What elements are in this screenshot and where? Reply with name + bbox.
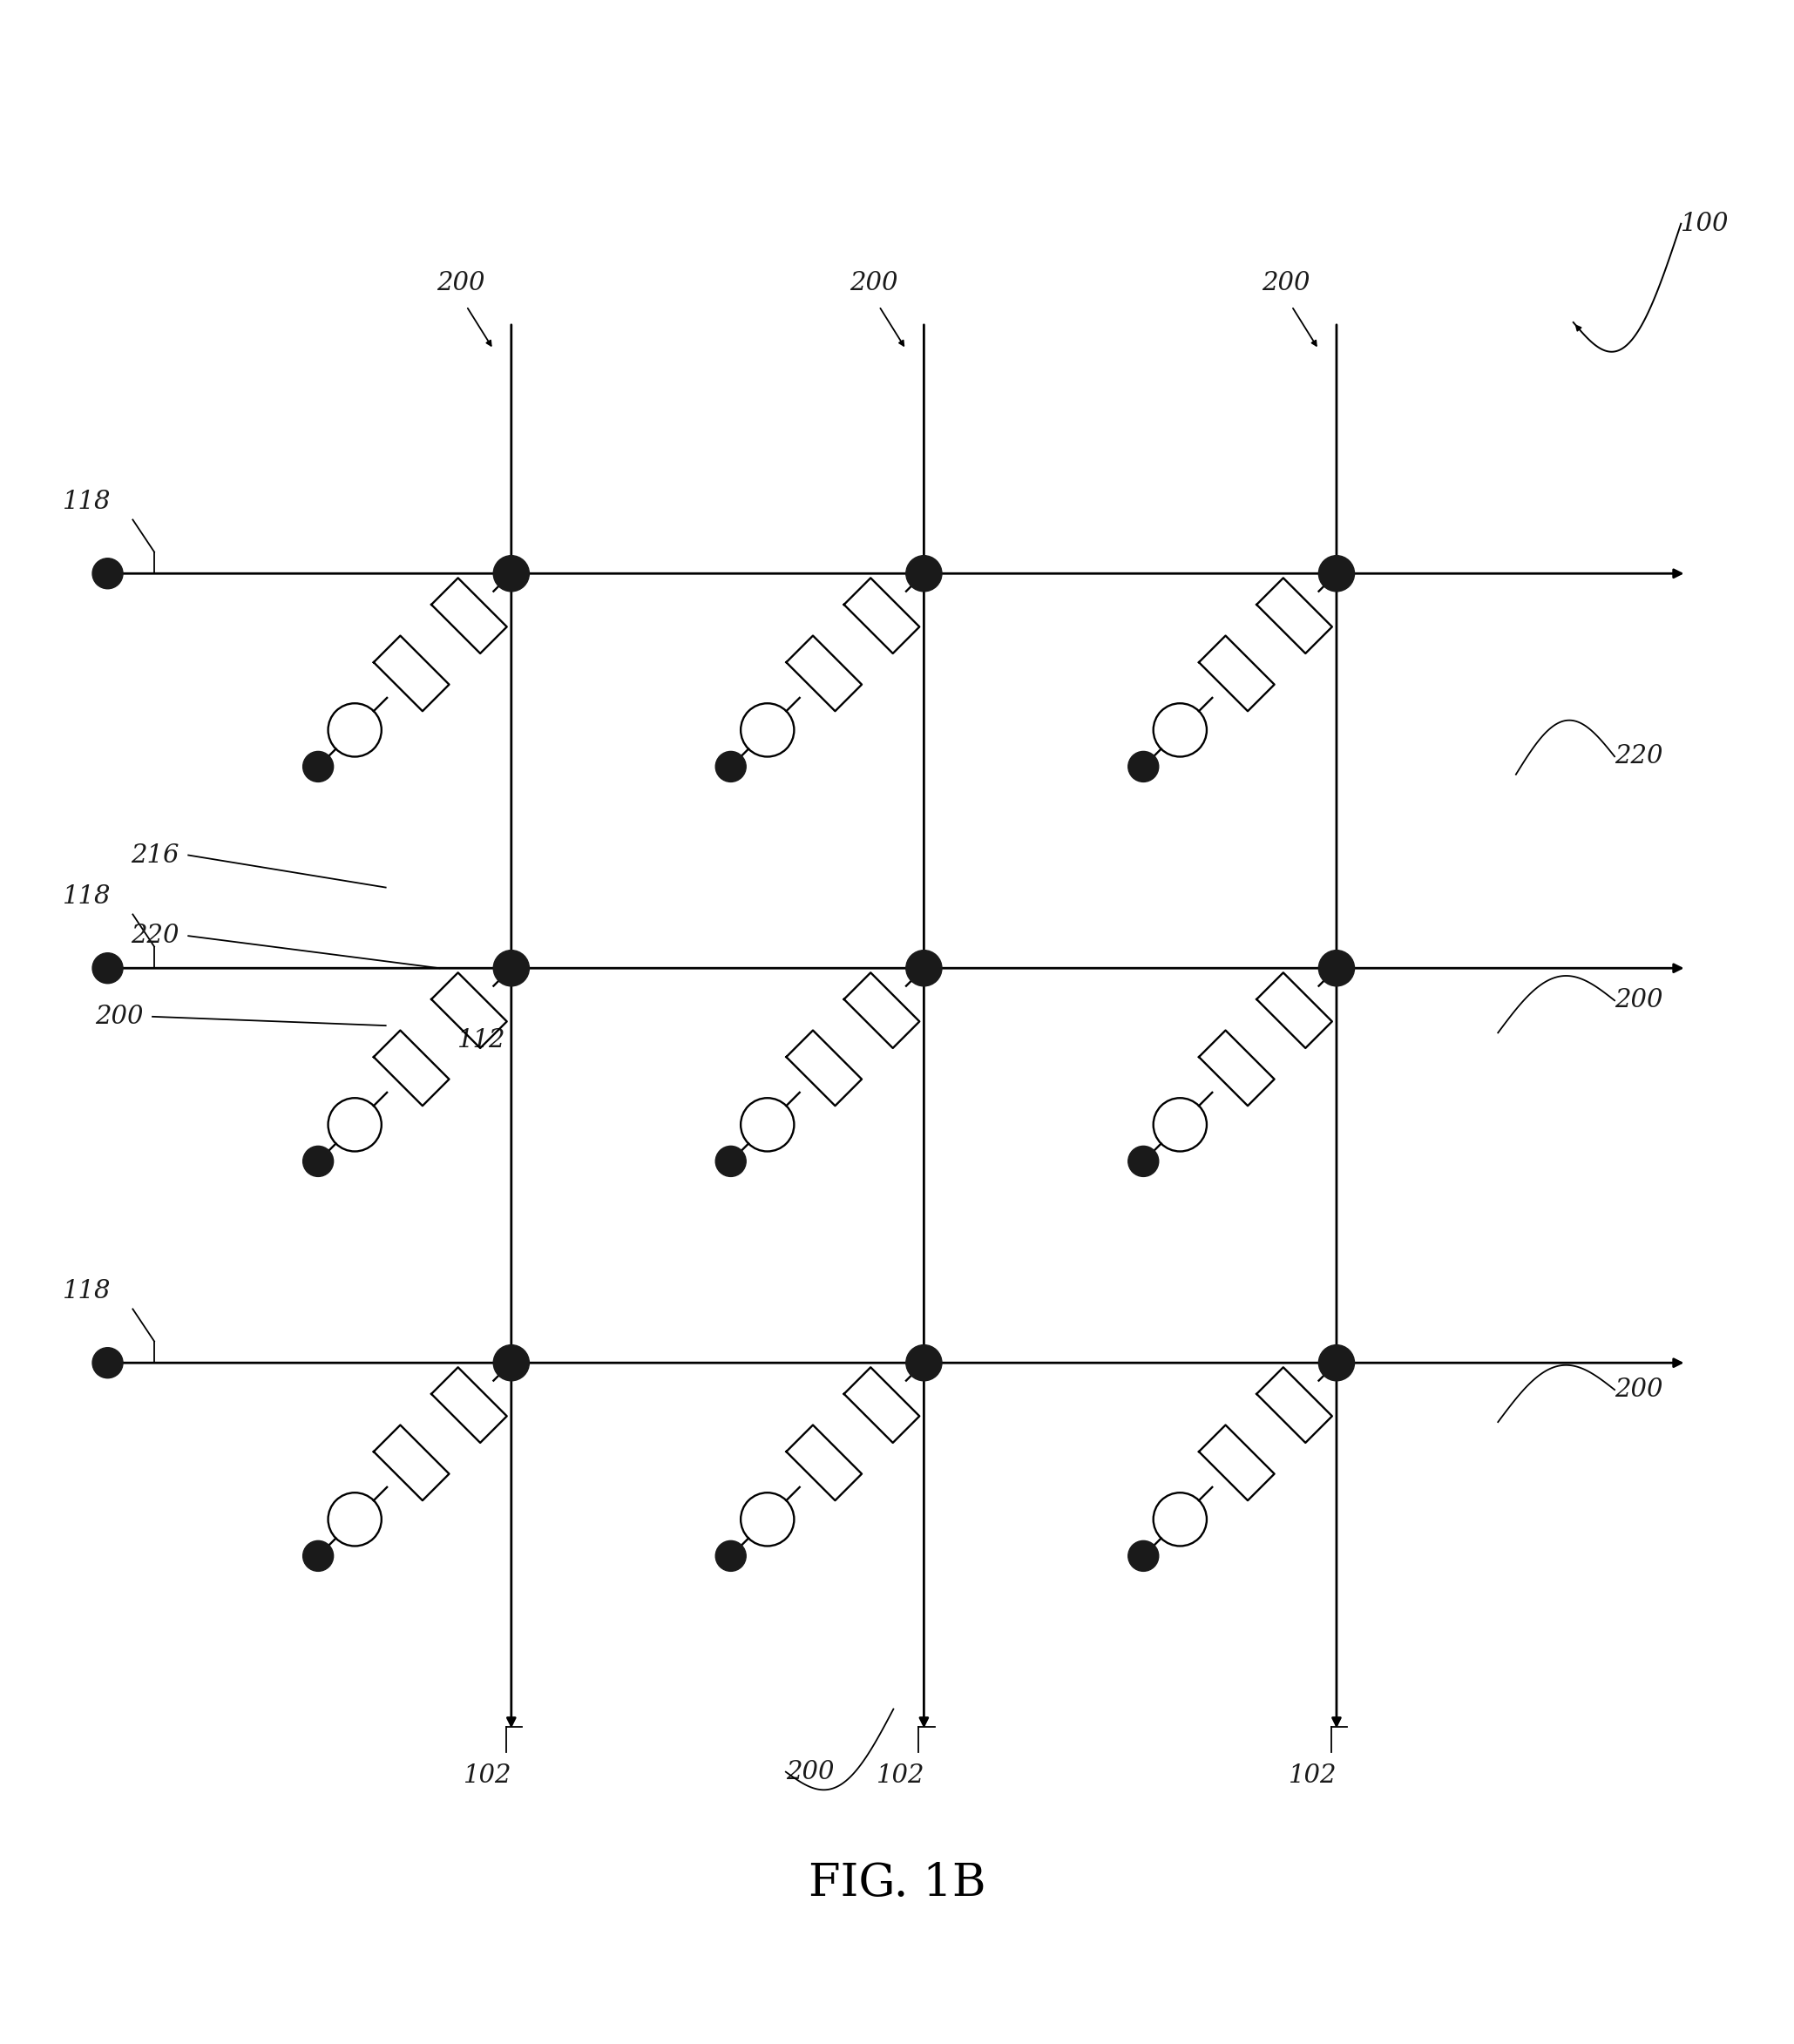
Text: 102: 102	[465, 1764, 511, 1788]
Circle shape	[493, 950, 529, 985]
Circle shape	[716, 1541, 746, 1572]
Text: 200: 200	[1615, 989, 1663, 1012]
Circle shape	[303, 1541, 334, 1572]
Text: 200: 200	[1263, 270, 1310, 294]
Text: 102: 102	[1290, 1764, 1337, 1788]
Circle shape	[303, 752, 334, 783]
Text: 112: 112	[457, 1028, 506, 1053]
Circle shape	[1128, 752, 1159, 783]
Circle shape	[1319, 950, 1354, 985]
Text: 200: 200	[850, 270, 897, 294]
Text: 200: 200	[786, 1760, 834, 1784]
Circle shape	[906, 1345, 942, 1382]
Circle shape	[1319, 556, 1354, 591]
Circle shape	[93, 558, 122, 589]
Circle shape	[906, 556, 942, 591]
Text: 100: 100	[1681, 211, 1729, 235]
Circle shape	[1319, 1345, 1354, 1382]
Text: 220: 220	[131, 924, 179, 948]
Text: 220: 220	[1615, 744, 1663, 769]
Circle shape	[93, 1347, 122, 1378]
Circle shape	[716, 752, 746, 783]
Text: 102: 102	[877, 1764, 924, 1788]
Text: 216: 216	[131, 842, 179, 867]
Circle shape	[906, 950, 942, 985]
Circle shape	[1128, 1147, 1159, 1177]
Circle shape	[1128, 1541, 1159, 1572]
Circle shape	[716, 1147, 746, 1177]
Text: 118: 118	[63, 885, 111, 910]
Circle shape	[493, 1345, 529, 1382]
Circle shape	[303, 1147, 334, 1177]
Circle shape	[93, 953, 122, 983]
Text: 200: 200	[438, 270, 484, 294]
Text: 118: 118	[63, 491, 111, 513]
Circle shape	[493, 556, 529, 591]
Text: FIG. 1B: FIG. 1B	[809, 1860, 985, 1905]
Text: 118: 118	[63, 1280, 111, 1304]
Text: 200: 200	[95, 1004, 144, 1028]
Text: 200: 200	[1615, 1378, 1663, 1402]
